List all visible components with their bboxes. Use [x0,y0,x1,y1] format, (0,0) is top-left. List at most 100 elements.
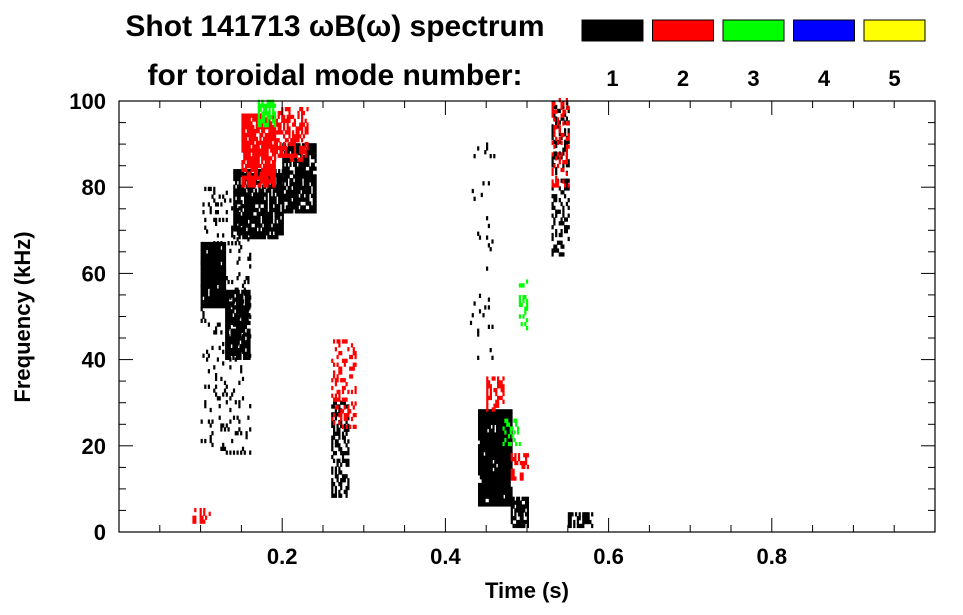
heatmap-cell-mode-1 [235,200,238,205]
heatmap-cell-mode-1 [569,516,572,521]
heatmap-cell-mode-2 [564,109,567,114]
heatmap-cell-mode-1 [213,299,216,304]
heatmap-cell-mode-2 [254,152,257,157]
heatmap-cell-mode-1 [234,313,237,318]
heatmap-cell-mode-1 [211,279,214,285]
heatmap-cell-mode-2 [254,136,257,142]
heatmap-cell-mode-1 [234,336,237,341]
heatmap-cell-mode-3 [263,123,266,128]
heatmap-cell-mode-1 [505,451,508,457]
heatmap-cell-mode-1 [235,207,238,213]
heatmap-cell-mode-1 [215,288,218,293]
heatmap-cell-mode-1 [487,181,490,186]
heatmap-cell-mode-1 [247,276,250,281]
heatmap-cell-mode-2 [252,183,255,188]
heatmap-cell-mode-2 [336,339,339,344]
heatmap-cell-mode-1 [274,215,277,220]
heatmap-cell-mode-1 [206,257,209,262]
heatmap-cell-mode-2 [564,160,567,165]
heatmap-cell-mode-2 [252,140,255,145]
heatmap-cell-mode-1 [226,328,230,333]
heatmap-cell-mode-1 [253,200,256,205]
heatmap-cell-mode-2 [254,148,257,153]
heatmap-cell-mode-2 [243,140,246,145]
heatmap-cell-mode-1 [478,436,481,441]
heatmap-cell-mode-2 [241,140,244,145]
heatmap-cell-mode-1 [216,265,219,270]
heatmap-cell-mode-1 [503,482,506,488]
heatmap-cell-mode-3 [261,115,264,120]
heatmap-cell-mode-1 [236,318,239,323]
heatmap-cell-mode-1 [200,300,203,305]
heatmap-cell-mode-2 [246,132,249,138]
heatmap-cell-mode-1 [236,299,239,304]
heatmap-cell-mode-1 [233,184,236,189]
heatmap-cell-mode-2 [343,405,346,410]
heatmap-cell-mode-1 [218,194,221,199]
heatmap-cell-mode-1 [243,316,246,322]
heatmap-cell-mode-1 [505,409,508,414]
heatmap-cell-mode-2 [264,136,267,142]
heatmap-cell-mode-1 [233,227,236,232]
heatmap-cell-mode-1 [215,245,218,251]
heatmap-cell-mode-1 [345,485,348,491]
heatmap-cell-mode-3 [259,123,262,128]
heatmap-cell-mode-1 [494,444,497,449]
heatmap-cell-mode-1 [562,221,565,226]
heatmap-cell-mode-1 [206,292,209,297]
heatmap-cell-mode-1 [490,451,493,457]
heatmap-cell-mode-1 [291,182,294,187]
heatmap-cell-mode-2 [304,126,307,131]
heatmap-cell-mode-1 [223,280,227,285]
heatmap-cell-mode-3 [257,103,260,108]
heatmap-cell-mode-1 [564,147,567,152]
heatmap-cell-mode-1 [510,444,513,449]
heatmap-cell-mode-2 [302,110,305,116]
heatmap-cell-mode-1 [298,170,301,175]
heatmap-cell-mode-1 [510,519,513,525]
heatmap-cell-mode-1 [218,404,221,409]
heatmap-cell-mode-1 [232,340,235,345]
heatmap-cell-mode-1 [222,233,225,238]
heatmap-cell-mode-1 [263,211,266,217]
heatmap-cell-mode-1 [471,188,474,194]
heatmap-cell-mode-1 [487,448,490,453]
heatmap-cell-mode-1 [345,427,348,432]
heatmap-cell-mode-2 [306,145,309,151]
heatmap-cell-mode-1 [222,261,225,266]
heatmap-cell-mode-1 [289,147,292,152]
heatmap-cell-mode-2 [266,144,269,149]
heatmap-cell-mode-1 [490,436,493,441]
heatmap-cell-mode-1 [300,178,303,183]
heatmap-cell-mode-1 [345,462,348,467]
heatmap-cell-mode-1 [207,245,210,251]
heatmap-cell-mode-1 [294,182,297,187]
heatmap-cell-mode-1 [564,178,567,183]
heatmap-cell-mode-1 [202,202,205,207]
heatmap-cell-mode-1 [481,471,484,476]
heatmap-cell-mode-1 [215,273,218,278]
heatmap-cell-mode-1 [242,173,245,178]
heatmap-cell-mode-1 [215,330,218,335]
heatmap-cell-mode-1 [305,185,308,191]
heatmap-cell-mode-1 [553,205,556,210]
heatmap-cell-mode-1 [220,279,223,285]
heatmap-cell-mode-2 [245,163,248,169]
heatmap-cell-mode-1 [216,273,219,278]
heatmap-cell-mode-1 [247,204,250,209]
heatmap-cell-mode-2 [259,140,262,145]
heatmap-cell-mode-1 [301,193,305,198]
heatmap-cell-mode-1 [243,305,246,310]
heatmap-cell-mode-1 [291,189,294,195]
heatmap-cell-mode-1 [223,198,227,203]
heatmap-cell-mode-1 [211,295,214,300]
heatmap-cell-mode-1 [499,413,502,418]
heatmap-cell-mode-1 [228,316,231,322]
heatmap-cell-mode-3 [518,441,521,447]
heatmap-cell-mode-2 [293,149,296,154]
heatmap-cell-mode-1 [253,235,256,240]
heatmap-cell-mode-2 [564,183,567,188]
heatmap-cell-mode-1 [207,384,210,389]
heatmap-cell-mode-3 [268,115,271,120]
heatmap-cell-mode-1 [488,424,491,429]
